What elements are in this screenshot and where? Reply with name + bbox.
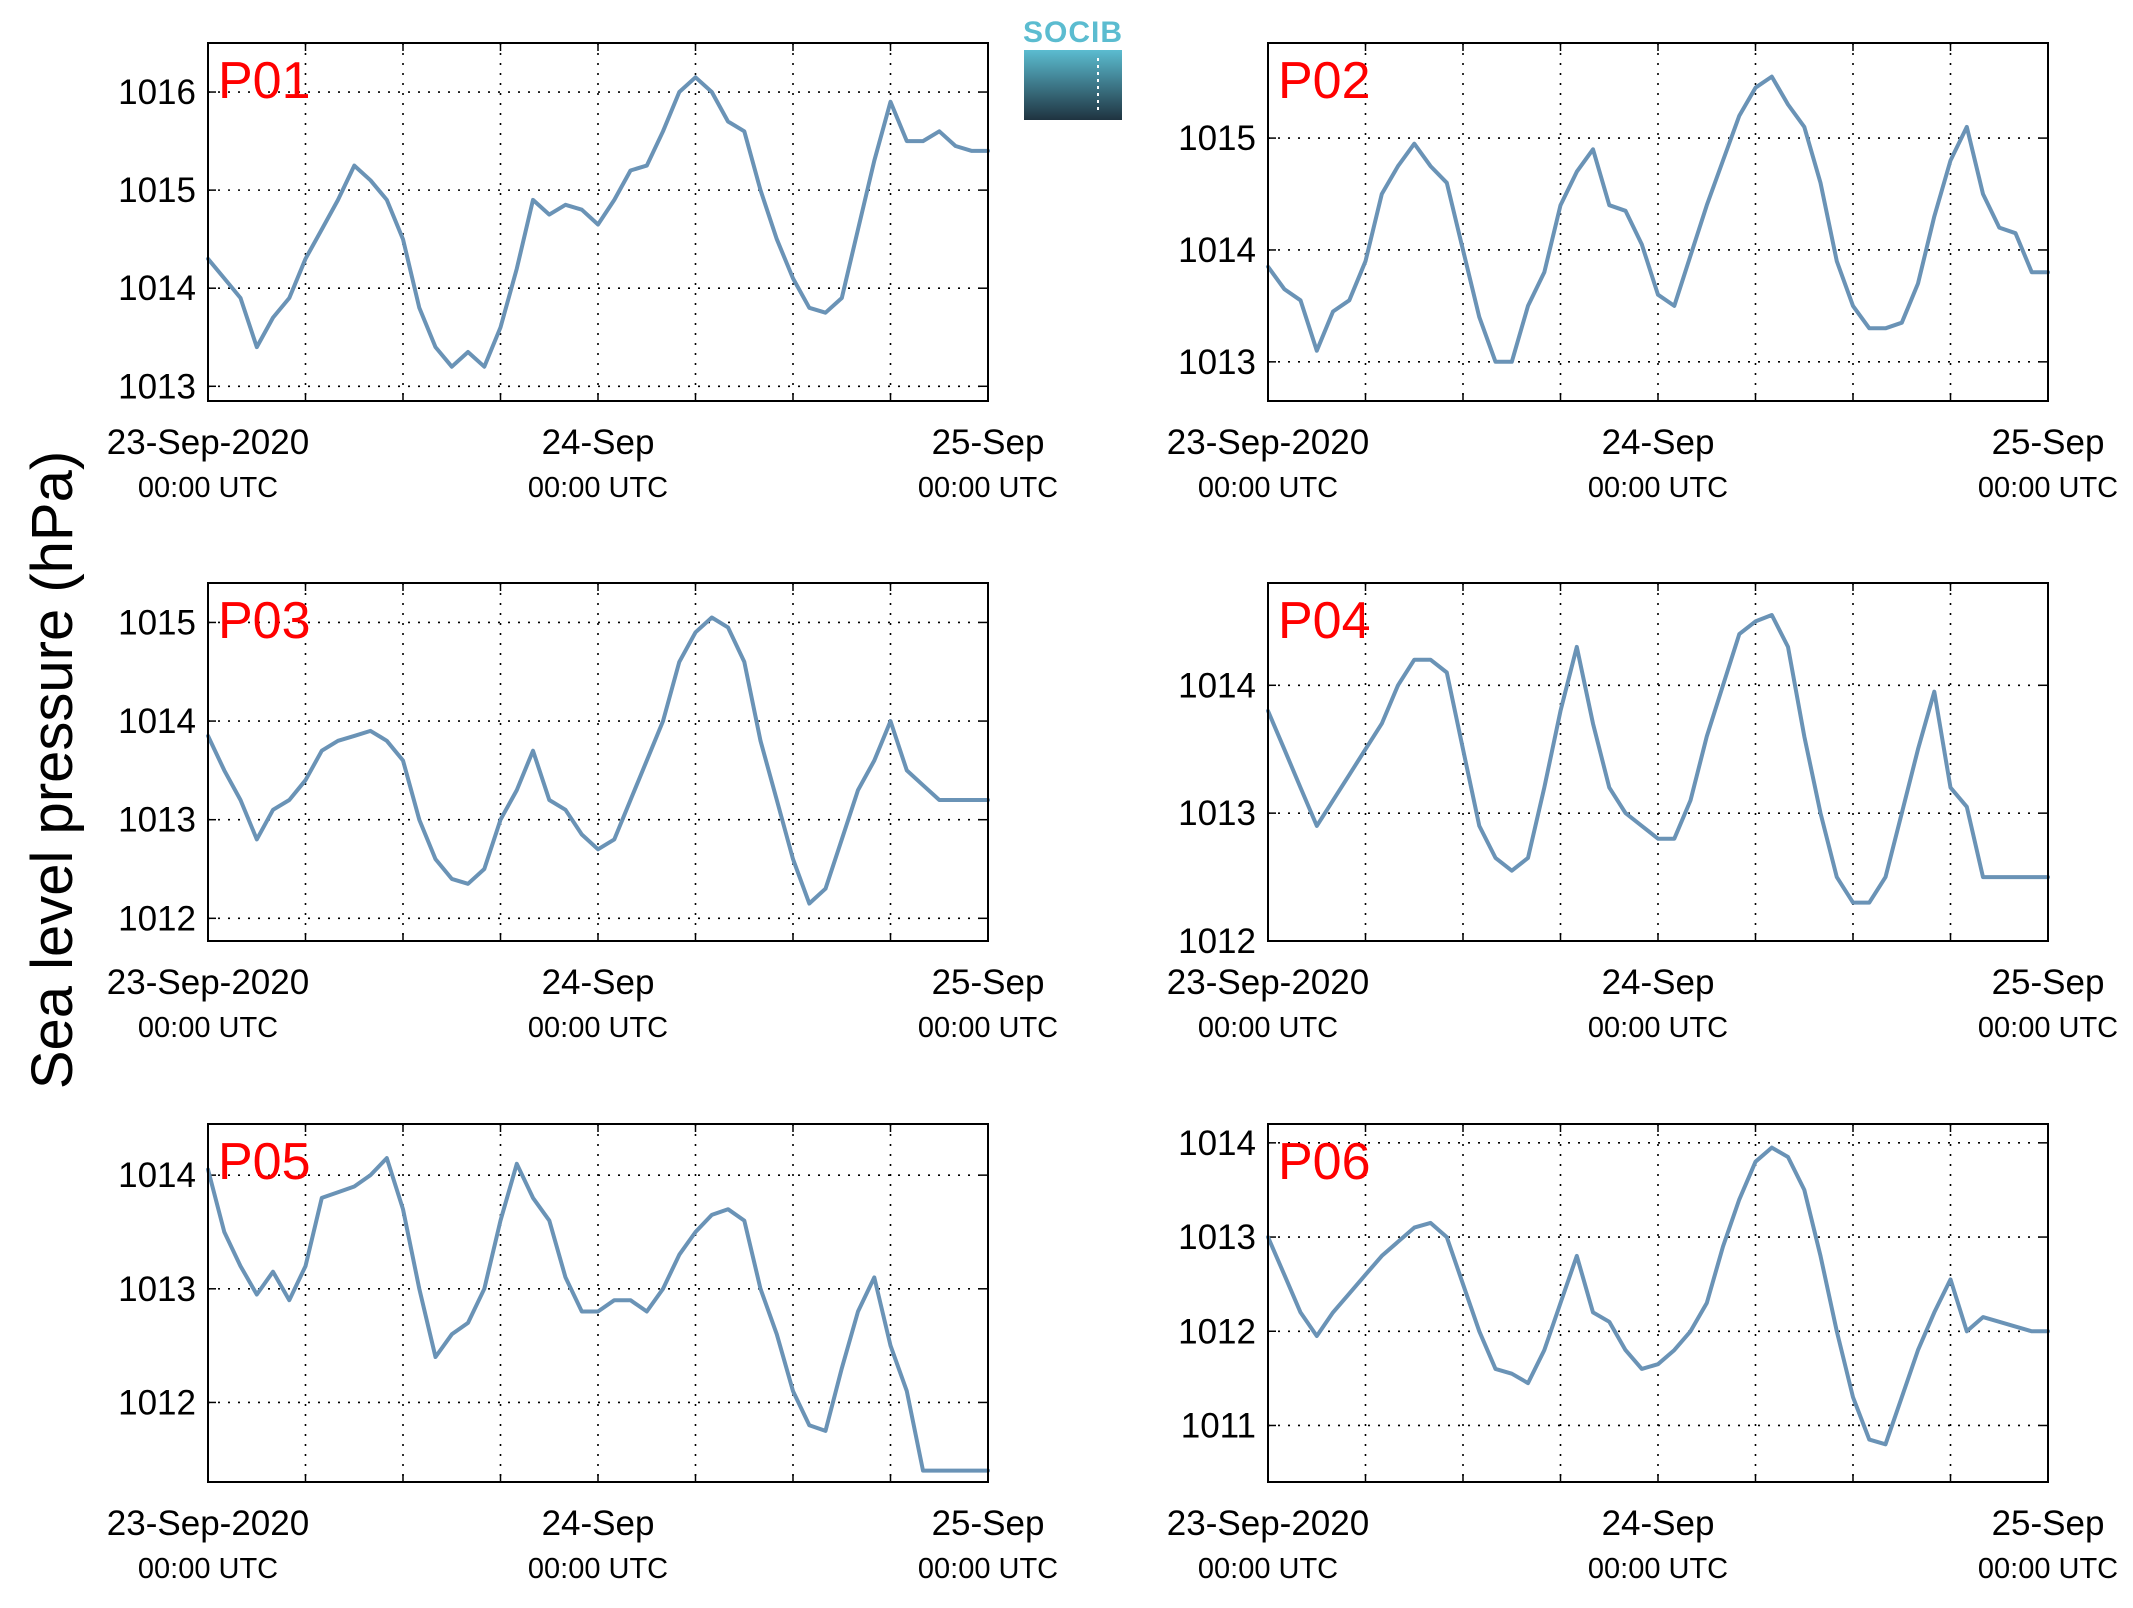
x-tick-label: 24-Sep	[542, 423, 655, 462]
y-tick-label: 1012	[1178, 1312, 1256, 1351]
y-tick-label: 1011	[1181, 1406, 1256, 1445]
x-tick-sublabel: 00:00 UTC	[138, 1012, 278, 1044]
x-tick-sublabel: 00:00 UTC	[1978, 472, 2118, 504]
x-tick-label: 25-Sep	[1992, 1504, 2105, 1543]
subplots: 1013 1014 1015 1016 P01 23-Sep-2020 00:00 UTC 2…	[107, 42, 2118, 1585]
x-tick-sublabel: 00:00 UTC	[918, 1553, 1058, 1585]
panel-title: P05	[218, 1133, 311, 1191]
axes-frame	[1267, 42, 2049, 402]
x-tick-label: 23-Sep-2020	[107, 423, 309, 462]
x-tick-label: 25-Sep	[932, 1504, 1045, 1543]
plot-area	[1268, 1124, 2048, 1482]
y-axis-label: Sea level pressure (hPa)	[20, 451, 85, 1089]
logo-block	[1024, 50, 1122, 120]
y-tick-label: 1014	[1178, 666, 1256, 705]
x-tick-label: 25-Sep	[932, 423, 1045, 462]
y-tick-label: 1015	[118, 171, 196, 210]
axes-frame	[1267, 1123, 2049, 1483]
subplot-p04: 1012 1013 1014 P04 23-Sep-2020 00:00 UTC 24-Se…	[1167, 582, 2118, 1044]
y-tick-label: 1013	[118, 801, 196, 840]
axes-frame	[207, 42, 989, 402]
subplot-p06: 1011 1012 1013 1014 P06 23-Sep-2020 00:00 UTC 2…	[1167, 1123, 2118, 1585]
y-tick-label: 1013	[118, 1270, 196, 1309]
socib-logo: SOCIB	[1023, 16, 1123, 120]
x-tick-sublabel: 00:00 UTC	[1978, 1553, 2118, 1585]
subplot-p05: 1012 1013 1014 P05 23-Sep-2020 00:00 UTC 24-Se…	[107, 1123, 1058, 1585]
y-tick-label: 1013	[1178, 343, 1256, 382]
y-tick-label: 1013	[1178, 794, 1256, 833]
y-tick-label: 1012	[1178, 922, 1256, 961]
axes-frame	[207, 582, 989, 942]
subplot-p03: 1012 1013 1014 1015 P03 23-Sep-2020 00:00 UTC 2…	[107, 582, 1058, 1044]
axes-frame	[207, 1123, 989, 1483]
x-tick-sublabel: 00:00 UTC	[1198, 1012, 1338, 1044]
x-tick-sublabel: 00:00 UTC	[528, 1012, 668, 1044]
x-tick-sublabel: 00:00 UTC	[918, 1012, 1058, 1044]
panel-title: P04	[1278, 592, 1371, 650]
y-tick-label: 1014	[118, 702, 196, 741]
data-line-p05	[206, 1156, 990, 1473]
x-tick-label: 23-Sep-2020	[107, 963, 309, 1002]
data-line-p01	[206, 75, 990, 369]
x-tick-label: 24-Sep	[542, 963, 655, 1002]
x-tick-sublabel: 00:00 UTC	[1198, 472, 1338, 504]
x-tick-sublabel: 00:00 UTC	[1588, 1553, 1728, 1585]
x-tick-label: 24-Sep	[1602, 1504, 1715, 1543]
x-tick-sublabel: 00:00 UTC	[1588, 1012, 1728, 1044]
x-tick-sublabel: 00:00 UTC	[138, 472, 278, 504]
data-line-p03	[206, 615, 990, 906]
x-tick-sublabel: 00:00 UTC	[528, 1553, 668, 1585]
x-tick-label: 25-Sep	[1992, 423, 2105, 462]
plot-area	[208, 583, 988, 941]
x-tick-label: 23-Sep-2020	[1167, 1504, 1369, 1543]
y-tick-label: 1016	[118, 73, 196, 112]
x-tick-label: 24-Sep	[1602, 423, 1715, 462]
y-tick-label: 1014	[118, 269, 196, 308]
panel-title: P01	[218, 52, 311, 110]
y-tick-label: 1012	[118, 899, 196, 938]
panel-title: P03	[218, 592, 311, 650]
y-tick-label: 1012	[118, 1383, 196, 1422]
x-tick-sublabel: 00:00 UTC	[1198, 1553, 1338, 1585]
y-tick-label: 1015	[118, 603, 196, 642]
data-line-p06	[1266, 1145, 2050, 1447]
y-tick-label: 1015	[1178, 119, 1256, 158]
x-tick-label: 23-Sep-2020	[1167, 423, 1369, 462]
x-tick-label: 25-Sep	[932, 963, 1045, 1002]
x-tick-label: 24-Sep	[1602, 963, 1715, 1002]
plot-area	[1268, 43, 2048, 401]
plot-area	[208, 1124, 988, 1482]
x-tick-sublabel: 00:00 UTC	[138, 1553, 278, 1585]
data-line-p04	[1266, 613, 2050, 905]
logo-text: SOCIB	[1023, 16, 1123, 49]
subplot-p01: 1013 1014 1015 1016 P01 23-Sep-2020 00:00 UTC 2…	[107, 42, 1058, 504]
y-tick-label: 1014	[1178, 231, 1256, 270]
plot-area	[1268, 583, 2048, 941]
panel-title: P06	[1278, 1133, 1371, 1191]
y-tick-label: 1014	[1178, 1124, 1256, 1163]
x-tick-sublabel: 00:00 UTC	[1978, 1012, 2118, 1044]
x-tick-label: 24-Sep	[542, 1504, 655, 1543]
y-tick-label: 1014	[118, 1156, 196, 1195]
panel-title: P02	[1278, 52, 1371, 110]
y-tick-label: 1013	[118, 367, 196, 406]
y-tick-label: 1013	[1178, 1218, 1256, 1257]
data-line-p02	[1266, 74, 2050, 364]
x-tick-sublabel: 00:00 UTC	[1588, 472, 1728, 504]
x-tick-sublabel: 00:00 UTC	[528, 472, 668, 504]
x-tick-sublabel: 00:00 UTC	[918, 472, 1058, 504]
axes-frame	[1267, 582, 2049, 942]
x-tick-label: 23-Sep-2020	[107, 1504, 309, 1543]
x-tick-label: 23-Sep-2020	[1167, 963, 1369, 1002]
subplot-p02: 1013 1014 1015 P02 23-Sep-2020 00:00 UTC 24-Se…	[1167, 42, 2118, 504]
x-tick-label: 25-Sep	[1992, 963, 2105, 1002]
